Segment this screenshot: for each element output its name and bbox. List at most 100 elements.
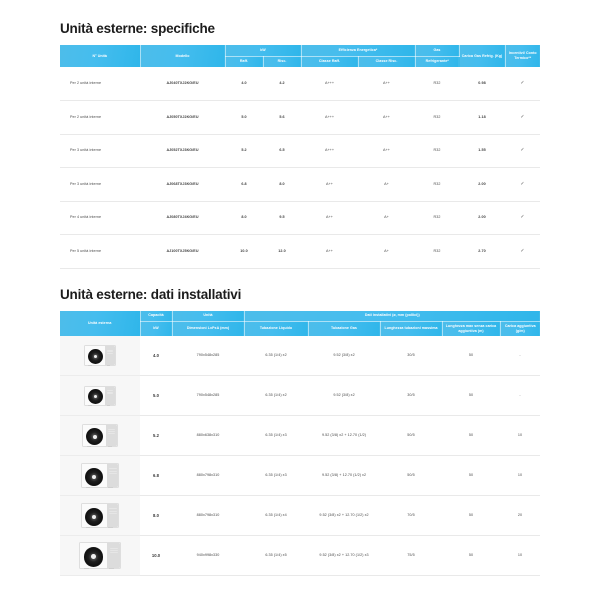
- header-lunghezza-max: Lunghezza max senza carica aggiuntiva (m…: [442, 321, 501, 336]
- install-section: Unità esterne: dati installativi Unità e…: [0, 269, 600, 577]
- outdoor-unit-image: [60, 463, 140, 489]
- header-carica-gas: Carica Gas Refrig. (Kg): [459, 45, 506, 67]
- specs-cell-n-unita: Per 3 unità interne: [60, 167, 140, 202]
- install-table-head: Unità esterna Capacità Unità Dati instal…: [60, 310, 541, 336]
- specs-cell-n-unita: Per 5 unità interne: [60, 234, 140, 269]
- install-cell-unita-esterna: [60, 535, 140, 577]
- specs-cell-classe-risc: A++: [358, 100, 415, 135]
- specs-cell-carica: 2.00: [459, 167, 505, 202]
- header-kw-risc: Risc.: [263, 56, 302, 67]
- specs-cell-classe-risc: A++: [358, 67, 415, 101]
- specs-cell-kw-raff: 5.0: [225, 100, 263, 135]
- install-cell-tubazione-liquido: 6.35 (1/4) x2: [244, 375, 308, 417]
- header-unita-group: Unità: [172, 310, 245, 322]
- install-cell-unita-esterna: [60, 415, 140, 457]
- install-cell-tubazione-gas: 9.52 (3/8) x2 + 12.70 (1/2) x3: [308, 535, 380, 577]
- specs-cell-kw-raff: 10.0: [225, 234, 263, 269]
- specs-cell-carica: 2.00: [459, 201, 505, 235]
- install-cell-tubazione-liquido: 6.35 (1/4) x2: [244, 335, 308, 377]
- header-lunghezza-tubazioni: Lunghezza tubazioni massima: [380, 321, 443, 336]
- specs-cell-classe-risc: A+: [358, 234, 415, 269]
- specs-cell-n-unita: Per 2 unità interne: [60, 100, 140, 135]
- table-row: Per 3 unità interne AJ052TXJ3KG/EU 5.2 6.5 A…: [60, 134, 540, 168]
- install-cell-tubazione-gas: 9.52 (3/8) x2: [308, 375, 380, 417]
- install-table-body: 4.0 790x548x285 6.35 (1/4) x2 9.52 (3/8) x2…: [60, 335, 541, 577]
- specs-section: Unità esterne: specifiche N° Unità Model…: [0, 0, 600, 269]
- install-cell-lunghezza-tub: 75/5: [380, 535, 442, 577]
- specs-cell-kw-risc: 9.5: [263, 201, 301, 235]
- specs-cell-kw-risc: 5.6: [263, 100, 301, 135]
- install-cell-lunghezza-max: 50: [442, 375, 500, 417]
- specs-cell-incentivi: ✓: [505, 234, 540, 269]
- specs-cell-modello: AJ050TXJ2KG/EU: [140, 100, 225, 135]
- table-row: Per 3 unità interne AJ068TXJ3KG/EU 6.8 8.0 A…: [60, 167, 540, 202]
- specs-cell-incentivi: ✓: [505, 167, 540, 202]
- specs-cell-carica: 2.70: [459, 234, 505, 269]
- specs-table: N° Unità Modello kW Efficienza Energetic…: [60, 45, 540, 269]
- header-dati-installativi-group: Dati installativi (ø, mm (pollici)): [244, 310, 541, 322]
- install-cell-capacita: 4.0: [140, 335, 172, 377]
- install-cell-unita-esterna: [60, 375, 140, 417]
- outdoor-unit-image: [60, 503, 140, 529]
- install-cell-dimensioni: 880x798x310: [172, 455, 244, 497]
- install-cell-capacita: 5.0: [140, 375, 172, 417]
- install-cell-unita-esterna: [60, 455, 140, 497]
- specs-cell-modello: AJ052TXJ3KG/EU: [140, 134, 225, 168]
- table-row: 8.0 880x798x310 6.35 (1/4) x4 9.52 (3/8) x2…: [60, 495, 541, 537]
- specs-cell-classe-risc: A+: [358, 201, 415, 235]
- specs-cell-gas: R32: [415, 201, 459, 235]
- specs-cell-classe-raff: A++: [301, 234, 358, 269]
- install-cell-lunghezza-max: 50: [442, 415, 500, 457]
- install-cell-tubazione-gas: 9.52 (3/8) x2 + 12.70 (1/2): [308, 415, 380, 457]
- header-unita-esterna: Unità esterna: [60, 310, 141, 336]
- specs-cell-classe-raff: A+++: [301, 100, 358, 135]
- specs-cell-n-unita: Per 2 unità interne: [60, 67, 140, 101]
- install-cell-dimensioni: 790x548x285: [172, 335, 244, 377]
- specs-cell-modello: AJ040TXJ2KG/EU: [140, 67, 225, 101]
- specs-cell-classe-risc: A+: [358, 167, 415, 202]
- header-kw-raff: Raff.: [225, 56, 264, 67]
- install-cell-carica-agg: 10: [500, 415, 541, 457]
- specs-cell-kw-risc: 12.0: [263, 234, 301, 269]
- header-kw-group: kW: [225, 45, 302, 57]
- install-cell-lunghezza-max: 50: [442, 535, 500, 577]
- header-n-unita: N° Unità: [60, 45, 141, 67]
- header-modello: Modello: [140, 45, 226, 67]
- header-carica-aggiuntiva: Carica aggiuntiva (g/m): [500, 321, 541, 336]
- specs-cell-gas: R32: [415, 67, 459, 101]
- install-cell-tubazione-liquido: 6.35 (1/4) x3: [244, 455, 308, 497]
- table-row: 5.2 880x638x310 6.35 (1/4) x3 9.52 (3/8) x2…: [60, 415, 541, 457]
- table-row: Per 2 unità interne AJ040TXJ2KG/EU 4.0 4.2 A…: [60, 67, 540, 101]
- install-cell-lunghezza-tub: 50/5: [380, 415, 442, 457]
- install-cell-tubazione-liquido: 6.35 (1/4) x4: [244, 495, 308, 537]
- specs-cell-classe-raff: A++: [301, 201, 358, 235]
- table-row: 4.0 790x548x285 6.35 (1/4) x2 9.52 (3/8) x2…: [60, 335, 541, 377]
- table-row: 10.0 940x998x330 6.35 (1/4) x5 9.52 (3/8) x…: [60, 535, 541, 577]
- install-cell-unita-esterna: [60, 495, 140, 537]
- install-cell-tubazione-gas: 9.52 (3/8) x2: [308, 335, 380, 377]
- header-capacita-kw: kW: [140, 321, 173, 336]
- install-cell-dimensioni: 880x798x310: [172, 495, 244, 537]
- specs-cell-gas: R32: [415, 100, 459, 135]
- header-capacita-group: Capacità: [140, 310, 173, 322]
- specs-title: Unità esterne: specifiche: [60, 21, 215, 36]
- install-table: Unità esterna Capacità Unità Dati instal…: [60, 310, 541, 577]
- specs-cell-carica: 1.55: [459, 134, 505, 168]
- header-dimensioni: Dimensioni LxPxA (mm): [172, 321, 245, 336]
- install-cell-lunghezza-max: 50: [442, 495, 500, 537]
- specs-cell-gas: R32: [415, 167, 459, 202]
- install-cell-lunghezza-tub: 70/5: [380, 495, 442, 537]
- specs-table-head: N° Unità Modello kW Efficienza Energetic…: [60, 45, 540, 67]
- specs-cell-gas: R32: [415, 234, 459, 269]
- table-row: Per 4 unità interne AJ080TXJ4KG/EU 8.0 9.5 A…: [60, 201, 540, 235]
- header-classe-risc: Classe Risc.: [358, 56, 416, 67]
- header-gas-refrigerante: Refrigerante*: [415, 56, 459, 67]
- install-cell-unita-esterna: [60, 335, 140, 377]
- specs-cell-incentivi: ✓: [505, 201, 540, 235]
- install-cell-lunghezza-tub: 50/5: [380, 455, 442, 497]
- specs-cell-kw-raff: 5.2: [225, 134, 263, 168]
- specs-cell-kw-risc: 6.5: [263, 134, 301, 168]
- header-tubazione-gas: Tubazione Gas: [308, 321, 381, 336]
- table-row: 6.8 880x798x310 6.35 (1/4) x3 9.52 (3/8) + …: [60, 455, 541, 497]
